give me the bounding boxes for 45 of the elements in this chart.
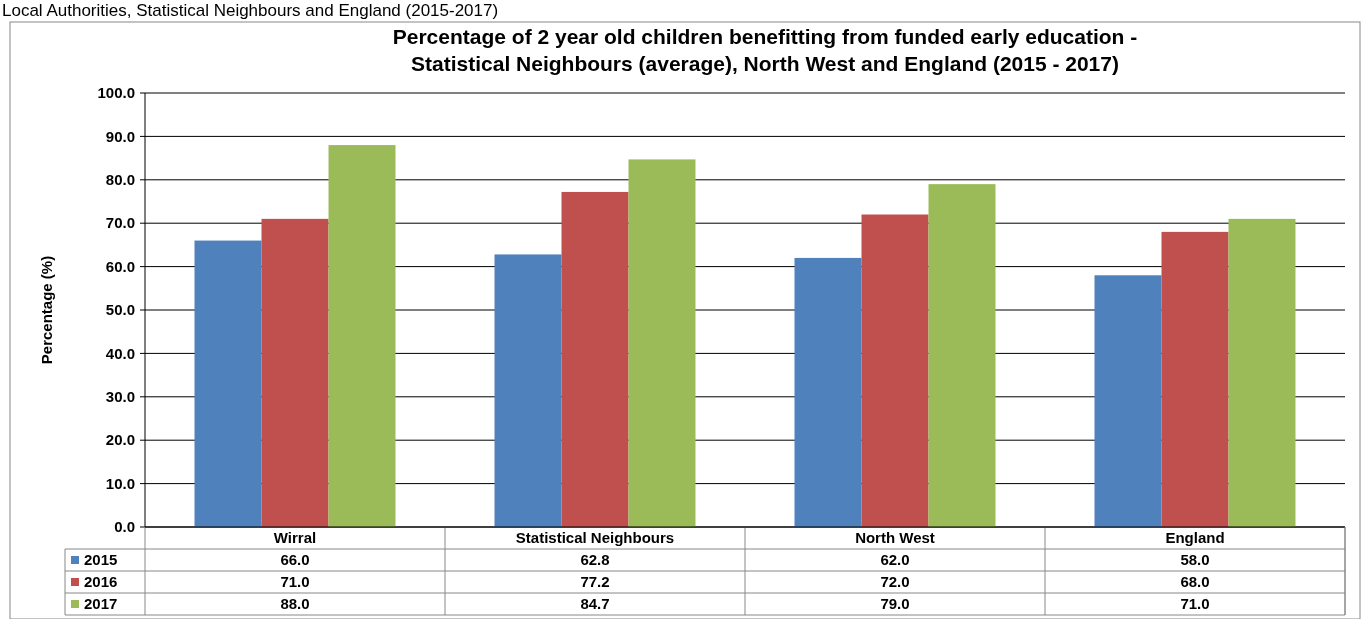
bar: [1094, 275, 1162, 527]
data-label: 62.8: [580, 551, 610, 569]
bar: [261, 218, 329, 527]
data-label: 66.0: [280, 551, 310, 569]
x-tick-label: North West: [855, 529, 935, 547]
y-tick-label: 60.0: [105, 257, 135, 275]
bar: [628, 159, 696, 527]
data-label: 88.0: [280, 595, 310, 613]
y-tick-label: 0.0: [114, 518, 135, 536]
bar: [861, 214, 929, 527]
bar: [928, 184, 996, 527]
bar: [494, 254, 562, 527]
legend-label: 2016: [84, 573, 118, 591]
y-tick-label: 50.0: [105, 301, 135, 319]
x-tick-label: Wirral: [273, 529, 317, 547]
y-tick-label: 20.0: [105, 431, 135, 449]
data-label: 79.0: [880, 595, 910, 613]
data-label: 72.0: [880, 573, 910, 591]
bar: [328, 145, 396, 527]
x-tick-label: Statistical Neighbours: [515, 529, 675, 547]
y-tick-label: 10.0: [105, 474, 135, 492]
y-tick-label: 40.0: [105, 344, 135, 362]
bar: [561, 191, 629, 527]
x-tick-label: England: [1165, 529, 1225, 547]
y-tick-label: 70.0: [105, 214, 135, 232]
data-label: 84.7: [580, 595, 610, 613]
data-label: 71.0: [280, 573, 310, 591]
bar: [1228, 218, 1296, 527]
legend-label: 2017: [84, 595, 118, 613]
legend-label: 2015: [84, 551, 118, 569]
y-tick-label: 100.0: [97, 84, 135, 102]
data-label: 71.0: [1180, 595, 1210, 613]
text: Local Authorities, Statistical Neighbours and England (2015-2017): [2, 1, 499, 20]
data-label: 62.0: [880, 551, 910, 569]
y-tick-label: 30.0: [105, 388, 135, 406]
bar: [1161, 231, 1229, 527]
data-label: 77.2: [580, 573, 610, 591]
data-label: 68.0: [1180, 573, 1210, 591]
chart-title: Percentage of 2 year old children benefitting from funded early education - Statistical Neighbours (average), North West and England (2015 - 2017): [392, 25, 1138, 75]
y-tick-label: 80.0: [105, 171, 135, 189]
data-label: 58.0: [1180, 551, 1210, 569]
y-tick-label: 90.0: [105, 127, 135, 145]
bar: [794, 257, 862, 527]
y-axis-title: Percentage (%): [38, 255, 55, 365]
bar: [194, 240, 262, 527]
